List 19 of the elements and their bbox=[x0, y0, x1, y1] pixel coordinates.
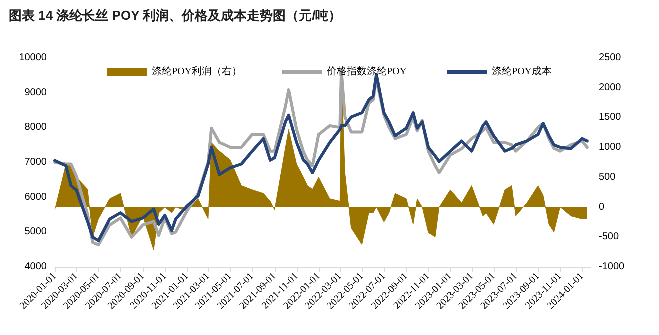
y-tick-label: 8000 bbox=[24, 122, 48, 134]
y2-tick-label: -500 bbox=[599, 232, 620, 243]
legend-label: 涤纶POY利润（右） bbox=[152, 66, 242, 78]
y2-tick-label: 2500 bbox=[599, 52, 622, 64]
y2-tick-label: 2000 bbox=[599, 82, 622, 94]
y2-tick-label: 1000 bbox=[599, 142, 622, 154]
y-tick-label: 5000 bbox=[24, 226, 48, 238]
y-tick-label: 4000 bbox=[24, 262, 48, 272]
legend-label: 涤纶POY成本 bbox=[492, 66, 552, 78]
y-tick-label: 9000 bbox=[24, 87, 48, 98]
y2-tick-label: 1500 bbox=[599, 112, 622, 124]
y2-tick-label: 0 bbox=[599, 202, 605, 213]
y2-tick-label: -1000 bbox=[599, 262, 626, 272]
y2-tick-label: 500 bbox=[599, 172, 616, 183]
y-tick-label: 7000 bbox=[24, 157, 48, 168]
legend-label: 价格指数涤纶POY bbox=[326, 66, 408, 78]
y-tick-label: 6000 bbox=[24, 192, 48, 203]
y-tick-label: 10000 bbox=[19, 52, 48, 64]
chart-title: 图表 14 涤纶长丝 POY 利润、价格及成本走势图（元/吨） bbox=[9, 8, 342, 23]
